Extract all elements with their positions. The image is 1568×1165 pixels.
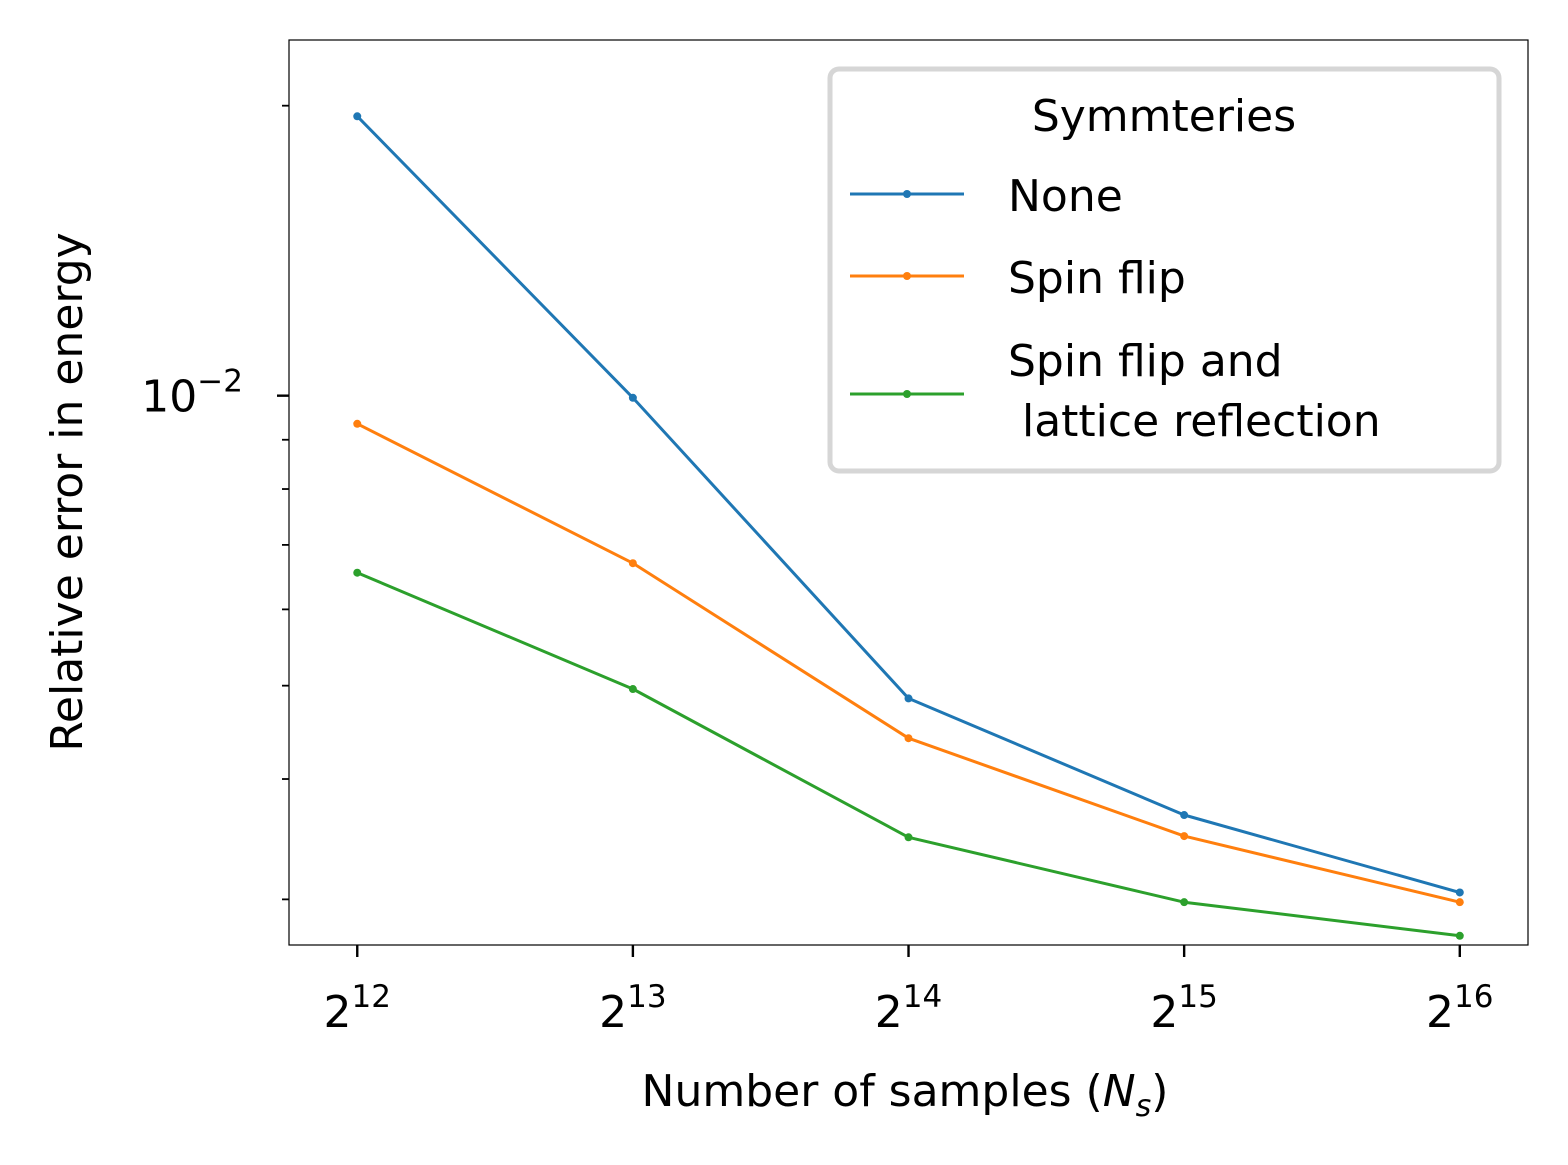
data-point xyxy=(904,694,913,703)
y-axis-label: Relative error in energy xyxy=(42,232,93,751)
data-point xyxy=(904,833,913,842)
data-point xyxy=(353,419,362,428)
data-point xyxy=(1455,888,1464,897)
data-point xyxy=(1180,811,1189,820)
x-tick-labels: 212 213 214 215 216 xyxy=(324,979,1494,1038)
data-point xyxy=(353,112,362,121)
series-layer xyxy=(353,112,1464,940)
data-point xyxy=(628,685,637,694)
legend-label: lattice reflection xyxy=(1008,396,1381,447)
axis-ticks xyxy=(277,104,1461,957)
legend-marker xyxy=(903,390,911,398)
data-point xyxy=(628,559,637,568)
legend-label: Spin flip xyxy=(1008,253,1186,304)
legend-label: Spin flip and xyxy=(1008,336,1283,387)
data-point xyxy=(1455,898,1464,907)
x-axis-label: Number of samples (Ns) xyxy=(642,1066,1169,1124)
x-tick-label: 215 xyxy=(1150,979,1217,1038)
data-point xyxy=(904,734,913,743)
legend-marker xyxy=(903,190,911,198)
data-point xyxy=(1180,832,1189,841)
data-point xyxy=(1180,898,1189,907)
legend: Symmteries None Spin flip Spin flip and la… xyxy=(827,66,1502,474)
x-tick-label: 213 xyxy=(599,979,666,1038)
legend-label: None xyxy=(1008,171,1123,222)
data-point xyxy=(628,393,637,402)
legend-marker xyxy=(903,272,911,280)
legend-entries: None Spin flip Spin flip and lattice refle… xyxy=(850,171,1381,447)
x-tick-label: 216 xyxy=(1426,979,1493,1038)
legend-title: Symmteries xyxy=(1032,91,1296,142)
y-tick-label: 10−2 xyxy=(141,364,243,423)
x-tick-label: 212 xyxy=(324,979,391,1038)
data-point xyxy=(1455,931,1464,940)
x-tick-label: 214 xyxy=(875,979,942,1038)
legend-box xyxy=(827,66,1502,474)
y-tick-labels: 10−2 xyxy=(141,364,243,423)
data-point xyxy=(353,568,362,577)
